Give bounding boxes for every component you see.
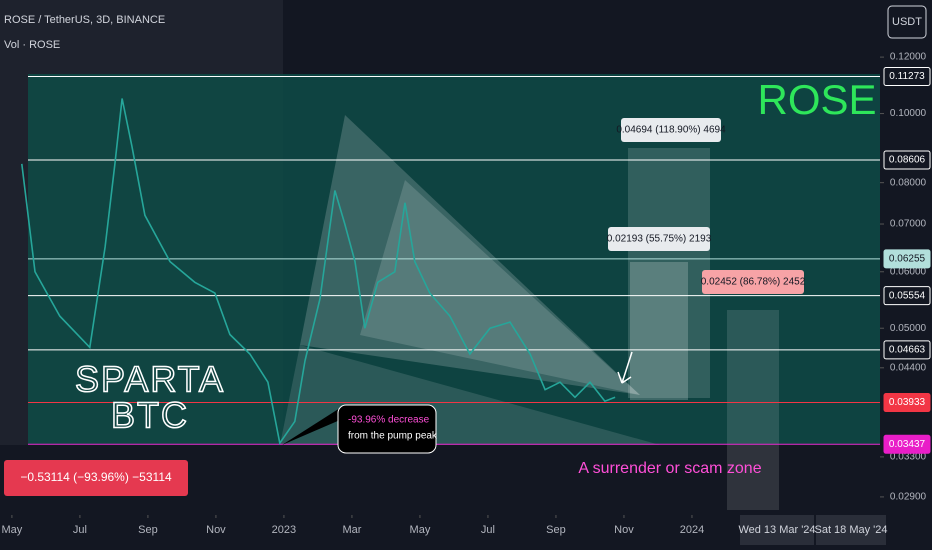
y-tick-label: 0.07000 (890, 219, 927, 230)
measure-label: −0.53114 (−93.96%) −53114 (20, 470, 172, 484)
measure-box (628, 148, 710, 398)
level-box (883, 66, 931, 86)
x-tick-label: 2024 (680, 524, 704, 536)
x-tick-label: May (2, 524, 23, 536)
date-label: Wed 13 Mar '24 (738, 524, 815, 536)
y-tick-label: 0.10000 (890, 108, 927, 119)
level-box (883, 150, 931, 170)
subtitle: Vol · ROSE (4, 39, 60, 51)
y-tick-label: 0.08000 (890, 177, 927, 188)
level-label: 0.03437 (889, 439, 926, 450)
currency[interactable]: USDT (892, 16, 922, 28)
level-box (883, 286, 931, 306)
x-tick-label: May (410, 524, 431, 536)
date-box (816, 515, 886, 545)
level-box (883, 434, 931, 454)
triangle (300, 115, 640, 395)
measure-box (727, 310, 779, 510)
x-tick-label: Nov (206, 524, 226, 536)
measure-label-box (621, 118, 721, 142)
x-tick-label: Jul (73, 524, 87, 536)
chart-title: ROSE / TetherUS, 3D, BINANCE (4, 14, 165, 26)
level-box (883, 340, 931, 360)
currency-box[interactable] (887, 5, 927, 39)
level-label: 0.08606 (889, 155, 926, 166)
measure-label-box (4, 460, 188, 496)
arrow (617, 351, 633, 384)
y-tick-label: 0.04400 (890, 362, 927, 373)
level-label: 0.05554 (889, 290, 926, 301)
date-box (740, 515, 814, 545)
measure-label: 0.02452 (86.78%) 2452 (701, 277, 806, 288)
x-tick-label: Jul (481, 524, 495, 536)
level-box (883, 249, 931, 269)
measure-label-box (608, 227, 710, 251)
level-label: 0.03933 (889, 397, 926, 408)
price-axis (880, 0, 932, 550)
measure-box (630, 262, 688, 400)
y-tick-label: 0.05000 (890, 323, 927, 334)
price-line (21, 98, 616, 446)
zone-label: A surrender or scam zone (578, 460, 761, 477)
watermark: ROSE (757, 76, 876, 123)
x-tick-label: Nov (614, 524, 634, 536)
callout (337, 404, 437, 454)
callout-pointer (282, 408, 340, 445)
y-tick-label: 0.12000 (890, 52, 927, 63)
measure-label: 0.02193 (55.75%) 2193 (607, 234, 712, 245)
note: -93.96% decrease (348, 415, 430, 426)
y-tick-label: 0.03300 (890, 452, 927, 463)
x-tick-label: Sep (546, 524, 566, 536)
measure-label-box (702, 270, 804, 294)
level-label: 0.04663 (889, 344, 926, 355)
level-box (883, 393, 931, 413)
level-label: 0.11273 (889, 71, 925, 82)
x-tick-label: Sep (138, 524, 158, 536)
y-tick-label: 0.06000 (890, 266, 927, 277)
range-box (28, 74, 880, 445)
x-tick-label: Mar (342, 524, 361, 536)
y-tick-label: 0.02900 (890, 492, 927, 503)
triangle (360, 180, 640, 395)
level-label: 0.06255 (889, 254, 926, 265)
x-tick-label: 2023 (272, 524, 296, 536)
note: from the pump peak (348, 431, 438, 442)
measure-label: 0.04694 (118.90%) 4694 (616, 125, 726, 136)
brand: SPARTA (75, 359, 225, 400)
date-label: Sat 18 May '24 (814, 524, 887, 536)
brand: BTC (111, 395, 189, 436)
